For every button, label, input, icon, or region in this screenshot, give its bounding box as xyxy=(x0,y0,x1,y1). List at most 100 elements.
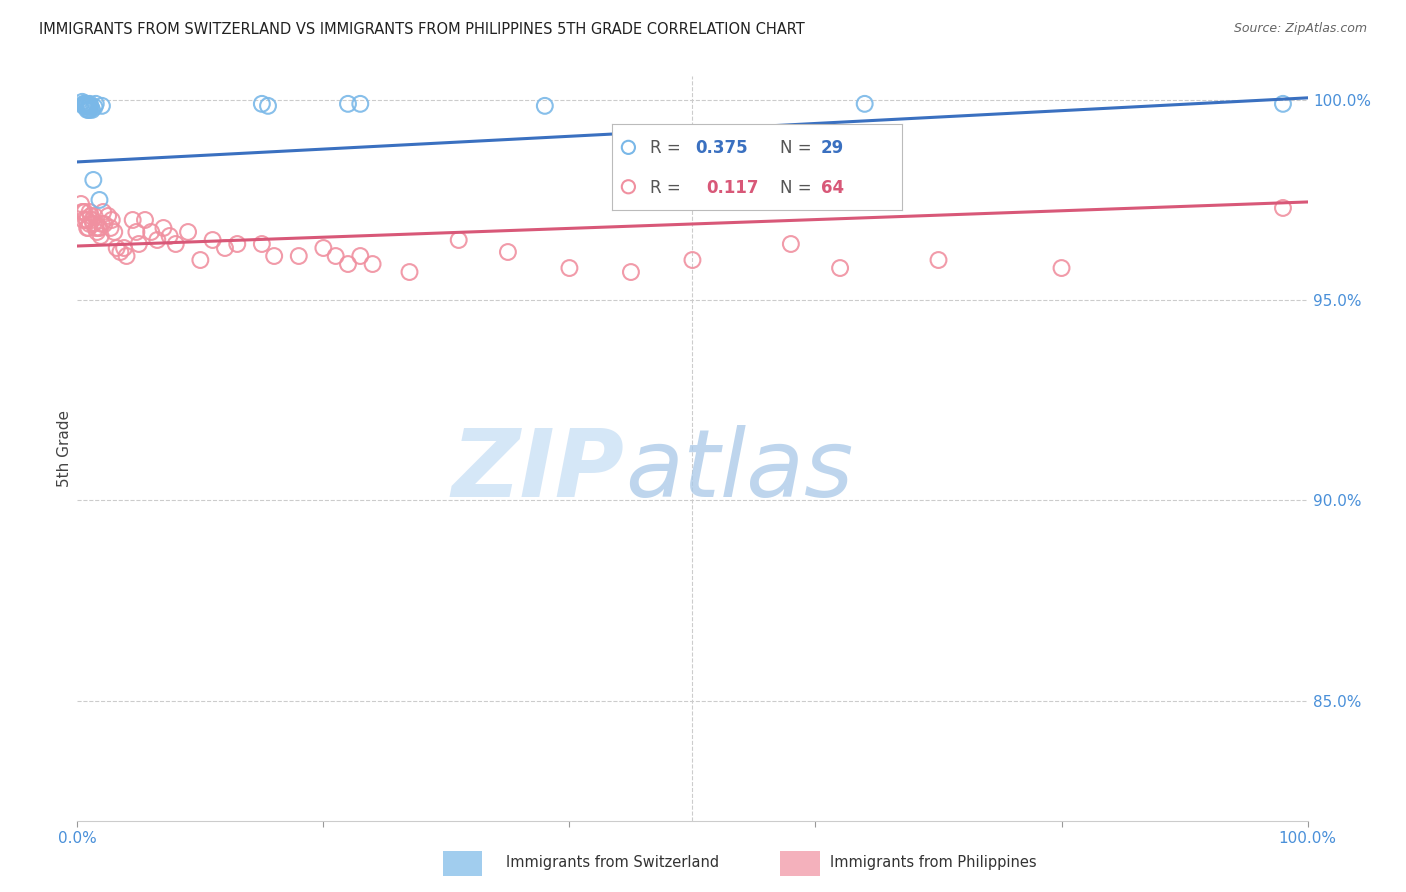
Point xyxy=(76,96,98,111)
Text: N =: N = xyxy=(780,178,817,196)
Point xyxy=(89,221,111,235)
Point xyxy=(349,96,371,111)
Point xyxy=(83,100,105,114)
Point xyxy=(226,237,249,252)
Point xyxy=(152,221,174,235)
Point xyxy=(115,249,138,263)
Text: IMMIGRANTS FROM SWITZERLAND VS IMMIGRANTS FROM PHILIPPINES 5TH GRADE CORRELATION: IMMIGRANTS FROM SWITZERLAND VS IMMIGRANT… xyxy=(39,22,806,37)
Text: N =: N = xyxy=(780,139,817,157)
Point xyxy=(90,217,114,231)
Point xyxy=(90,229,112,244)
Text: 29: 29 xyxy=(821,139,844,157)
Point xyxy=(780,237,803,252)
Point xyxy=(128,237,150,252)
Point xyxy=(97,209,120,223)
Point xyxy=(853,96,876,111)
Point xyxy=(101,213,124,227)
Point xyxy=(159,229,181,244)
Point xyxy=(70,197,93,211)
Point xyxy=(82,173,104,187)
Point xyxy=(77,221,100,235)
Point xyxy=(72,213,94,227)
Text: 0.117: 0.117 xyxy=(706,178,759,196)
Point xyxy=(257,99,280,113)
Point xyxy=(72,99,94,113)
Point xyxy=(1272,201,1295,215)
Point xyxy=(682,253,704,268)
Point xyxy=(91,205,114,219)
Point xyxy=(76,103,98,117)
Point xyxy=(263,249,285,263)
Point xyxy=(72,96,94,111)
Point xyxy=(77,103,100,117)
Point xyxy=(288,249,311,263)
Point xyxy=(928,253,950,268)
Point xyxy=(830,260,852,275)
Point xyxy=(398,265,420,279)
Point xyxy=(134,213,156,227)
Point xyxy=(121,213,143,227)
Point xyxy=(125,225,148,239)
Point xyxy=(165,237,187,252)
Point xyxy=(93,217,115,231)
Point xyxy=(337,96,360,111)
Point xyxy=(201,233,224,247)
Point xyxy=(84,96,107,111)
Point xyxy=(141,225,163,239)
Text: R =: R = xyxy=(650,139,686,157)
Point xyxy=(250,237,273,252)
Y-axis label: 5th Grade: 5th Grade xyxy=(56,409,72,487)
Point xyxy=(79,103,101,117)
Point xyxy=(103,225,125,239)
Point xyxy=(177,225,200,239)
Point xyxy=(1272,96,1295,111)
Point xyxy=(79,96,101,111)
Text: Source: ZipAtlas.com: Source: ZipAtlas.com xyxy=(1233,22,1367,36)
Point xyxy=(620,265,643,279)
Point xyxy=(72,205,94,219)
Point xyxy=(337,257,360,271)
Point xyxy=(73,99,96,113)
Point xyxy=(77,100,100,114)
Point xyxy=(558,260,581,275)
Text: atlas: atlas xyxy=(624,425,853,516)
Point xyxy=(82,217,104,231)
Text: Immigrants from Philippines: Immigrants from Philippines xyxy=(830,855,1036,870)
Point xyxy=(90,99,114,113)
Text: R =: R = xyxy=(650,178,692,196)
Point xyxy=(73,96,96,111)
Point xyxy=(361,257,384,271)
Point xyxy=(86,225,108,239)
Point xyxy=(534,99,557,113)
Text: Immigrants from Switzerland: Immigrants from Switzerland xyxy=(506,855,720,870)
Point xyxy=(496,245,519,260)
Point xyxy=(87,221,110,235)
Point xyxy=(75,213,97,227)
Point xyxy=(146,233,169,247)
Point xyxy=(190,253,212,268)
Point xyxy=(70,95,93,109)
Point xyxy=(447,233,470,247)
Point xyxy=(79,217,101,231)
Point xyxy=(70,205,93,219)
Point xyxy=(110,245,132,260)
Point xyxy=(105,241,128,255)
Point xyxy=(325,249,347,263)
Point xyxy=(80,100,103,114)
Point xyxy=(80,209,103,223)
Point xyxy=(79,205,101,219)
Point xyxy=(79,99,101,113)
Point xyxy=(349,249,371,263)
Point xyxy=(89,193,111,207)
Text: ZIP: ZIP xyxy=(451,425,624,516)
Point xyxy=(100,221,122,235)
Point xyxy=(250,96,273,111)
Point xyxy=(75,96,97,111)
Point xyxy=(214,241,236,255)
Text: 0.375: 0.375 xyxy=(695,139,748,157)
Point xyxy=(84,221,107,235)
Point xyxy=(82,213,104,227)
Point xyxy=(75,97,97,112)
Point xyxy=(73,205,96,219)
Point xyxy=(82,103,104,117)
